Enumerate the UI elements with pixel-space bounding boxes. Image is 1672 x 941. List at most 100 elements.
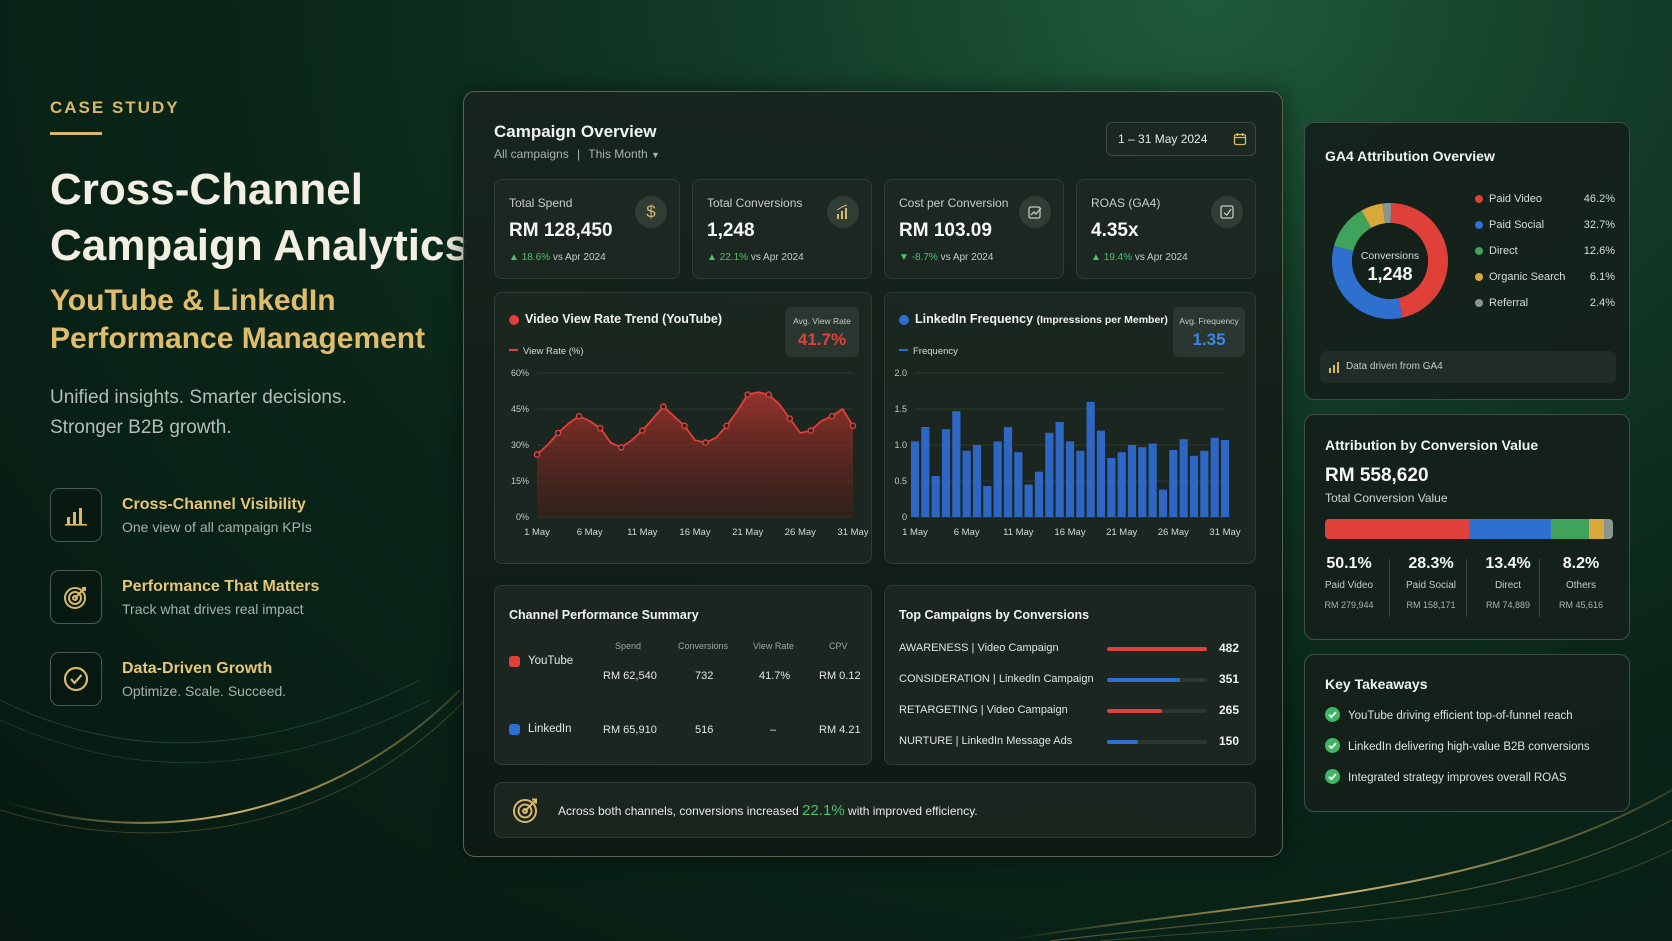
kpi-value: RM 128,450	[509, 220, 613, 241]
y-tick-label: 0%	[516, 512, 529, 522]
bar	[1210, 437, 1219, 517]
x-tick-label: 21 May	[732, 527, 763, 538]
data-point	[596, 424, 604, 432]
stacked-segment	[1469, 519, 1551, 539]
linkedin-swatch	[509, 724, 520, 735]
x-tick-label: 26 May	[785, 527, 816, 538]
legend-swatch	[1475, 221, 1483, 229]
donut-hole	[1352, 223, 1428, 299]
table-cell: RM 62,540	[603, 670, 657, 682]
view-rate-chart-card: Video View Rate Trend (YouTube) View Rat…	[494, 292, 872, 564]
campaign-value: 482	[1219, 641, 1240, 655]
bar	[983, 486, 992, 517]
kpi-label: ROAS (GA4)	[1091, 196, 1161, 210]
attribution-segment: 28.3% Paid Social RM 158,171	[1391, 555, 1471, 610]
bar	[1107, 457, 1116, 517]
y-tick-label: 0.5	[894, 476, 907, 486]
data-point	[639, 427, 646, 434]
segment-amount: RM 74,889	[1485, 600, 1531, 610]
attribution-segment: 13.4% Direct RM 74,889	[1468, 555, 1548, 610]
insight-banner: Across both channels, conversions increa…	[494, 782, 1256, 838]
legend-value: 6.1%	[1589, 271, 1615, 283]
table-cell: RM 4.21	[819, 724, 861, 736]
col-header: View Rate	[753, 641, 794, 651]
segment-divider	[1466, 559, 1467, 617]
bar	[952, 411, 961, 517]
y-tick-label: 15%	[511, 476, 529, 486]
x-tick-label: 6 May	[954, 527, 980, 538]
channel-name: YouTube	[528, 655, 574, 667]
bar	[993, 441, 1002, 517]
campaign-name: CONSIDERATION | LinkedIn Campaign	[899, 673, 1094, 685]
bar	[1065, 441, 1075, 517]
bar	[1024, 484, 1033, 517]
attribution-donut-chart	[1332, 203, 1448, 319]
kpi-card: Total Conversions 1,248 ▲ 22.1% vs Apr 2…	[692, 179, 872, 279]
bar	[1220, 439, 1230, 517]
bar	[1200, 450, 1209, 517]
stacked-segment	[1589, 519, 1604, 539]
campaign-filter[interactable]: All campaigns	[494, 147, 569, 161]
campaign-bar-track	[1107, 678, 1207, 682]
bar	[910, 441, 920, 517]
hero-title: Cross-Channel Campaign Analytics	[50, 165, 469, 270]
feature-subtitle: One view of all campaign KPIs	[122, 519, 312, 535]
segment-name: Others	[1565, 580, 1596, 591]
feature-item: Data-Driven Growth Optimize. Scale. Succ…	[50, 652, 450, 708]
campaign-value: 265	[1219, 703, 1240, 717]
x-tick-label: 16 May	[1054, 527, 1085, 538]
kpi-change: ▼ -8.7% vs Apr 2024	[899, 252, 994, 263]
table-cell: 41.7%	[759, 670, 791, 682]
kpi-change: ▲ 22.1% vs Apr 2024	[707, 252, 804, 263]
date-range-picker[interactable]: 1 – 31 May 2024	[1106, 122, 1256, 156]
panel-title: GA4 Attribution Overview	[1325, 148, 1495, 164]
data-point	[744, 391, 751, 398]
data-point	[533, 451, 541, 458]
table-cell: RM 0.12	[819, 670, 861, 682]
bar	[1138, 447, 1147, 517]
x-tick-label: 16 May	[679, 527, 710, 538]
legend-value: 12.6%	[1583, 245, 1615, 257]
x-tick-label: 31 May	[837, 527, 868, 538]
check-icon	[1325, 707, 1340, 722]
campaign-bar	[1107, 647, 1207, 651]
chevron-down-icon[interactable]: ▼	[651, 150, 660, 160]
bar	[1148, 443, 1157, 517]
data-point	[575, 412, 583, 420]
key-takeaways-panel: Key Takeaways YouTube driving efficient …	[1304, 654, 1630, 812]
panel-title: Attribution by Conversion Value	[1325, 437, 1539, 453]
x-tick-label: 1 May	[902, 527, 928, 538]
legend-item: Direct 12.6%	[1475, 245, 1615, 257]
kpi-value: 1,248	[707, 220, 755, 241]
feature-item: Cross-Channel Visibility One view of all…	[50, 488, 450, 544]
donut-slice	[1332, 245, 1403, 319]
eyebrow-underline	[50, 132, 102, 135]
kpi-change: ▲ 19.4% vs Apr 2024	[1091, 252, 1188, 263]
period-filter[interactable]: This Month	[588, 147, 648, 161]
segment-percent: 8.2%	[1562, 555, 1600, 572]
cost-icon	[1019, 196, 1051, 228]
bar	[1076, 450, 1085, 517]
feature-subtitle: Track what drives real impact	[122, 601, 304, 617]
legend-swatch	[1475, 247, 1483, 255]
donut-slice	[1361, 203, 1386, 228]
frequency-chart-card: LinkedIn Frequency (Impressions per Memb…	[884, 292, 1256, 564]
data-point	[660, 403, 667, 410]
kpi-label: Total Conversions	[707, 196, 803, 210]
channel-performance-card: Channel Performance Summary Spend Conver…	[494, 585, 872, 765]
segment-divider	[1389, 559, 1390, 617]
table-cell: –	[770, 724, 777, 736]
kpi-card: Total Spend RM 128,450 ▲ 18.6% vs Apr 20…	[494, 179, 680, 279]
legend-item: Paid Social 32.7%	[1475, 219, 1615, 231]
campaign-bar	[1107, 740, 1139, 744]
x-tick-label: 21 May	[1106, 527, 1137, 538]
legend-item: Referral 2.4%	[1475, 297, 1615, 309]
check-circle-icon	[50, 652, 102, 706]
bar	[1014, 452, 1023, 517]
segment-name: Paid Video	[1324, 580, 1374, 591]
legend-label: Paid Video	[1489, 193, 1543, 205]
kpi-value: 4.35x	[1091, 220, 1139, 241]
legend-value: 46.2%	[1583, 193, 1615, 205]
eyebrow: CASE STUDY	[50, 98, 180, 117]
bar	[1055, 421, 1064, 517]
